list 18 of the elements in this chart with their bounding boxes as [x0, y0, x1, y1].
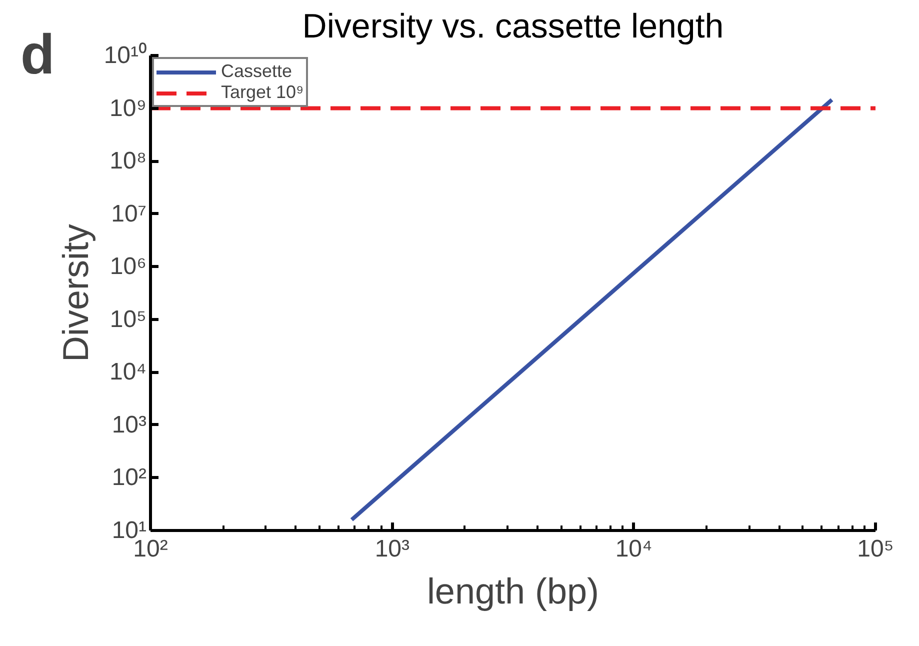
y-tick-label: 10³: [112, 411, 147, 438]
x-axis-title: length (bp): [426, 570, 600, 612]
x-tick-label: 10³: [374, 536, 410, 562]
y-tick-label: 10⁹: [110, 94, 147, 122]
y-tick-label: 10¹⁰: [104, 42, 146, 69]
y-tick-label: 10⁸: [110, 148, 147, 175]
y-tick-label: 10⁶: [110, 253, 147, 280]
y-tick-label: 10⁷: [111, 200, 147, 228]
x-tick-label: 10⁵: [857, 536, 894, 562]
chart-title: Diversity vs. cassette length: [302, 8, 724, 46]
legend-label: Cassette: [221, 61, 292, 82]
y-axis-title: Diversity: [54, 224, 96, 362]
y-tick-label: 10⁴: [109, 358, 147, 386]
text: d: [20, 22, 55, 86]
y-tick-label: 10²: [112, 464, 147, 492]
y-tick-label: 10⁵: [110, 306, 147, 333]
legend-label: Target 10⁹: [221, 82, 304, 103]
x-tick-label: 10⁴: [615, 536, 652, 562]
